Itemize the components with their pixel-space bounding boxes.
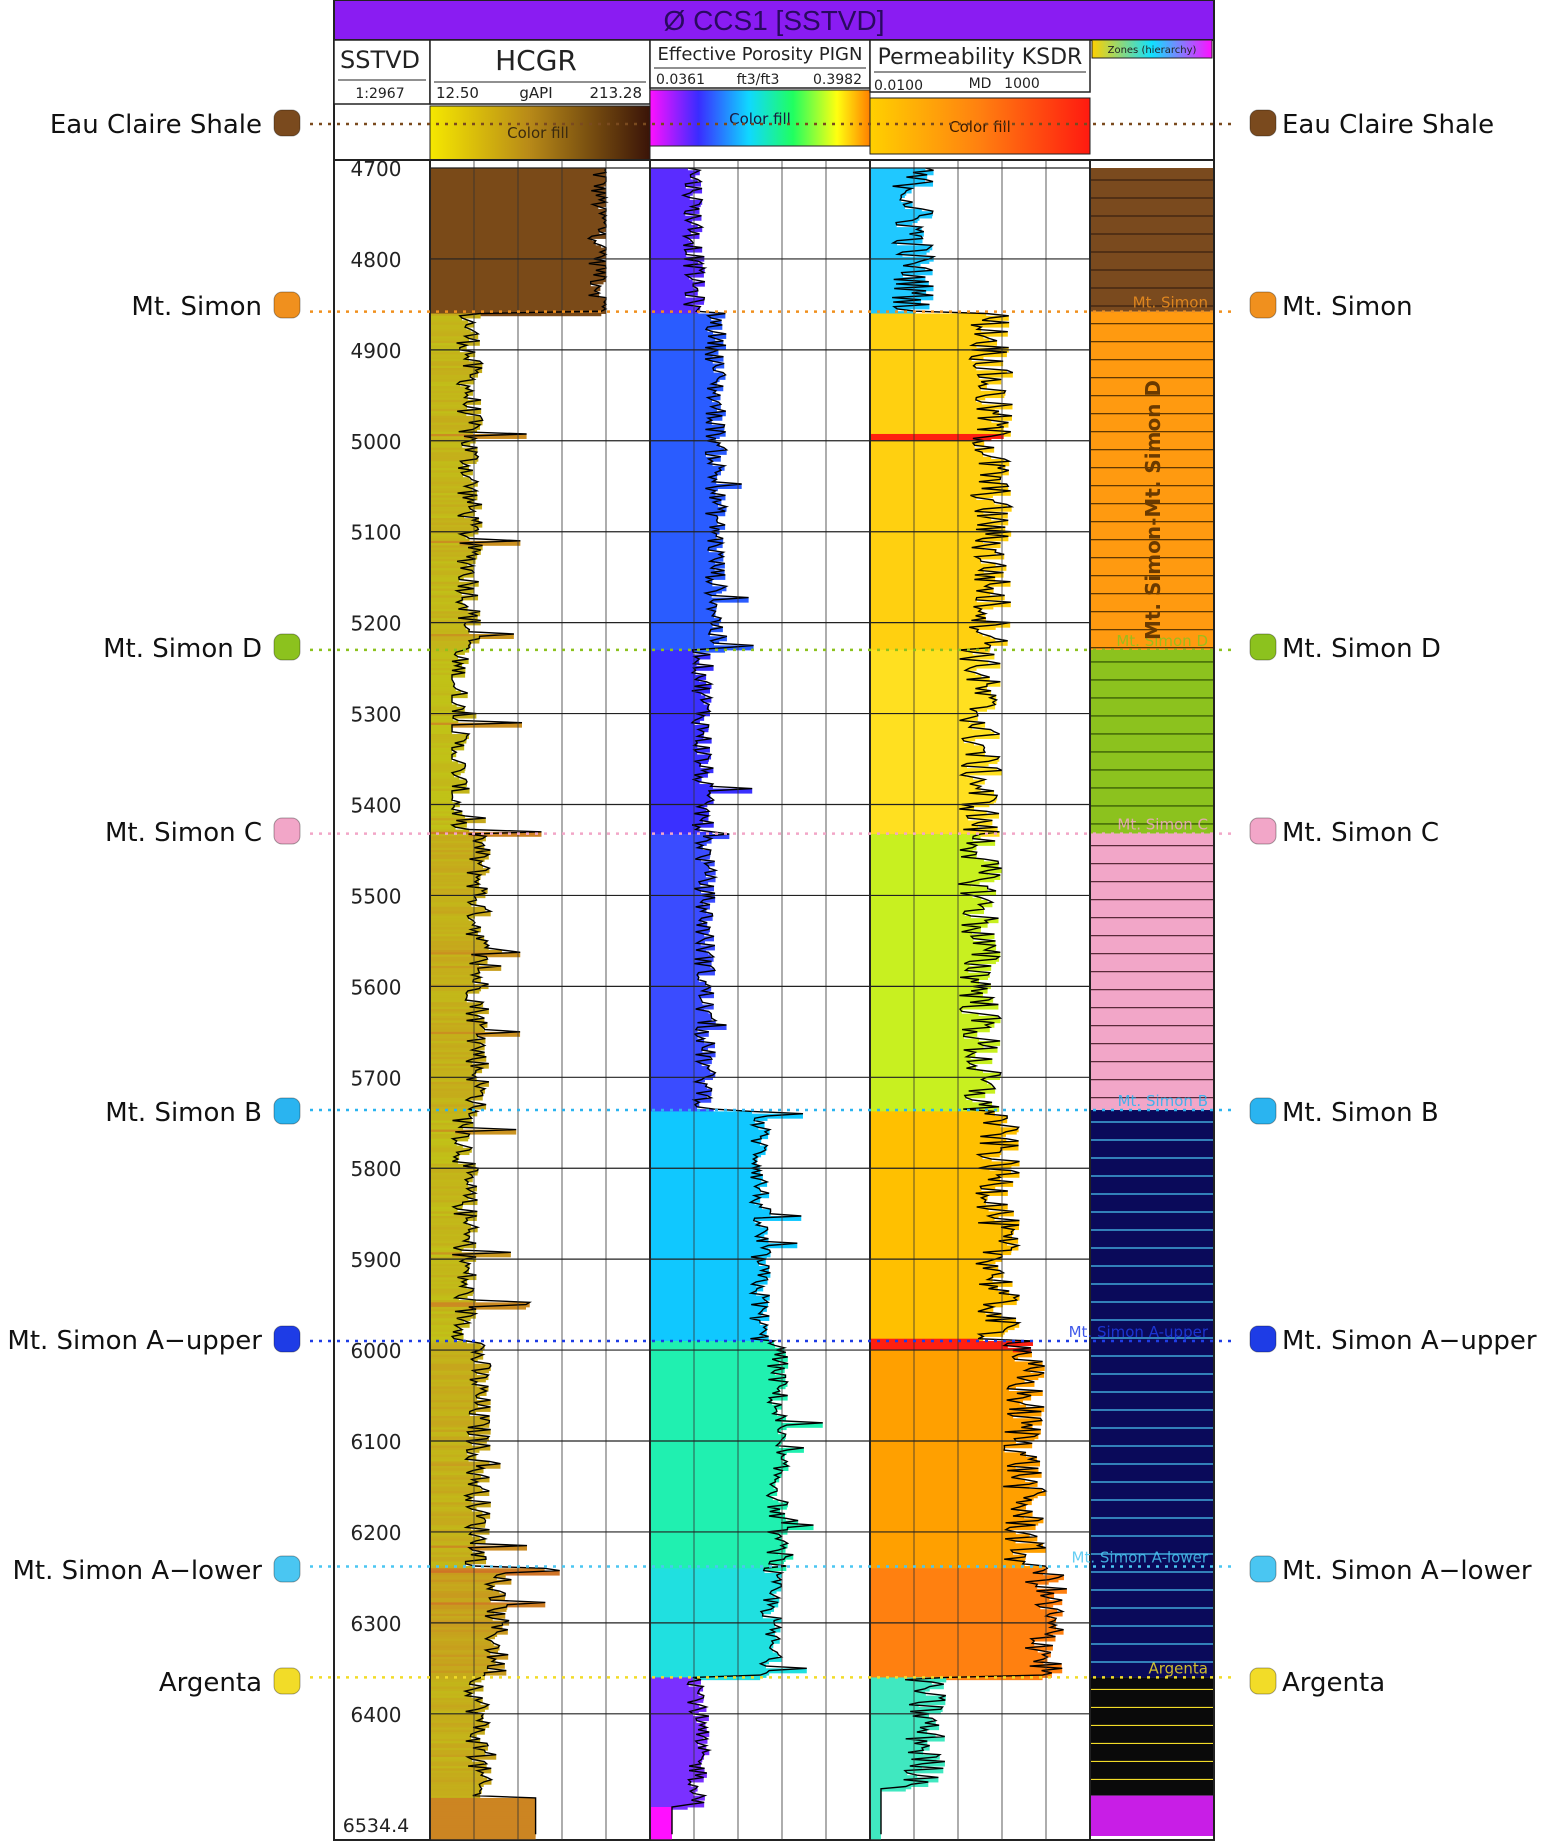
zone-top-label: Mt. Simon A-lower [1072,1548,1209,1566]
gr-fill-label: Color fill [507,124,569,142]
depth-tick-label: 5700 [351,1066,402,1090]
depth-tick-label: 5300 [351,703,402,727]
formation-label-left: Mt. Simon B [105,1098,262,1128]
depth-header [333,39,431,105]
depth-tick-label: 5800 [351,1157,402,1181]
depth-track-label: SSTVD [340,46,420,74]
depth-bottom-label: 6534.4 [343,1815,409,1837]
permeability-min-label: 0.0100 [874,78,923,94]
depth-tick-label: 5500 [351,884,402,908]
depth-tick-label: 4700 [351,157,402,181]
well-title: Ø CCS1 [SSTVD] [664,5,885,36]
formation-label-right: Argenta [1282,1668,1385,1698]
zone-block [1091,168,1213,312]
porosity-curve-line [671,167,823,1835]
formation-icon-left [273,1097,301,1125]
formation-tops: Eau Claire Shale Eau Claire Shale Mt. Simo… [7,109,1537,1698]
depth-tick-label: 6100 [351,1430,402,1454]
depth-tick-label: 4900 [351,339,402,363]
zones-header-bar [1091,39,1213,59]
porosity-track-label: Effective Porosity PIGN [658,44,863,65]
formation-icon-left [273,291,301,319]
zone-top-label: Mt. Simon D [1116,632,1208,650]
formation-label-right: Mt. Simon A−lower [1282,1556,1532,1586]
zone-top-label: Argenta [1149,1659,1209,1677]
formation-icon-left [273,817,301,845]
formation-icon-left [273,1667,301,1695]
title-bar [333,0,1215,41]
permeability-curve-line [880,167,1067,1835]
formation-label-left: Mt. Simon C [105,818,262,848]
track-headers: SSTVD 1:2967 HCGR 12.50 gAPI 213.28 Colo… [333,39,1215,161]
porosity-max-label: 0.3982 [813,72,862,88]
formation-label-left: Mt. Simon [131,292,262,322]
zone-block [1091,1795,1213,1836]
formation-icon-right [1249,1325,1277,1353]
zone-top-label: Mt. Simon A-upper [1069,1323,1209,1341]
depth-tick-label: 5100 [351,521,402,545]
formation-icon-right [1249,291,1277,319]
zone-block [1091,1110,1213,1678]
depth-tick-label: 6300 [351,1612,402,1636]
formation-icon-left [273,633,301,661]
gridlines [430,160,1090,1840]
porosity-unit-label: ft3/ft3 [737,72,780,88]
depth-axis: 4700 4800 4900 5000 5100 5200 5300 5400 5500 5600… [343,157,409,1837]
porosity-curve [651,167,823,1840]
formation-icon-right [1249,109,1277,137]
formation-label-left: Mt. Simon D [103,634,262,664]
porosity-min-label: 0.0361 [656,72,705,88]
permeability-colorbar [869,97,1091,155]
gr-max-label: 213.28 [590,84,643,102]
formation-icon-right [1249,633,1277,661]
permeability-fill-label: Color fill [949,118,1011,136]
depth-tick-label: 5600 [351,975,402,999]
depth-tick-label: 4800 [351,248,402,272]
formation-icon-right [1249,1667,1277,1695]
formation-icon-left [273,1325,301,1353]
permeability-track-label: Permeability KSDR [878,45,1083,70]
depth-tick-label: 6400 [351,1703,402,1727]
porosity-colorbar [649,89,871,147]
depth-tick-label: 5900 [351,1248,402,1272]
formation-label-right: Mt. Simon [1282,292,1413,322]
gr-colorbar [429,105,651,161]
zone-block [1091,1677,1213,1796]
formation-icon-left [273,1555,301,1583]
depth-tick-label: 5400 [351,794,402,818]
zone-top-label: Mt. Simon C [1117,816,1208,834]
zone-top-label: Mt. Simon [1133,294,1208,312]
formation-label-left: Mt. Simon A−lower [12,1556,262,1586]
zones-track-label: Zones (hierarchy) [1108,45,1197,56]
gr-curve [431,167,609,1840]
depth-tick-label: 6000 [351,1339,402,1363]
zone-block [1091,649,1213,834]
formation-icon-left [273,109,301,137]
formation-label-right: Mt. Simon C [1282,818,1439,848]
formation-label-left: Eau Claire Shale [50,110,262,140]
zone-vertical-label: Mt. Simon-Mt. Simon D [1141,380,1165,640]
permeability-max-label: 1000 [1004,76,1040,92]
formation-label-right: Eau Claire Shale [1282,110,1494,140]
gr-track-label: HCGR [495,44,577,77]
gr-unit-label: gAPI [519,84,552,102]
porosity-fill-label: Color fill [729,110,791,128]
formation-icon-right [1249,1555,1277,1583]
formation-label-right: Mt. Simon B [1282,1098,1439,1128]
zone-top-label: Mt. Simon B [1118,1092,1208,1110]
depth-tick-label: 5000 [351,430,402,454]
depth-scale-label: 1:2967 [355,86,404,102]
formation-label-right: Mt. Simon A−upper [1282,1326,1537,1356]
formation-label-left: Argenta [159,1668,262,1698]
formation-label-left: Mt. Simon A−upper [7,1326,262,1356]
formation-label-right: Mt. Simon D [1282,634,1441,664]
gr-min-label: 12.50 [436,84,479,102]
permeability-unit-label: MD [969,76,992,92]
formation-icon-right [1249,817,1277,845]
depth-tick-label: 6200 [351,1521,402,1545]
formation-icon-right [1249,1097,1277,1125]
zone-track [1091,168,1213,1836]
depth-tick-label: 5200 [351,612,402,636]
